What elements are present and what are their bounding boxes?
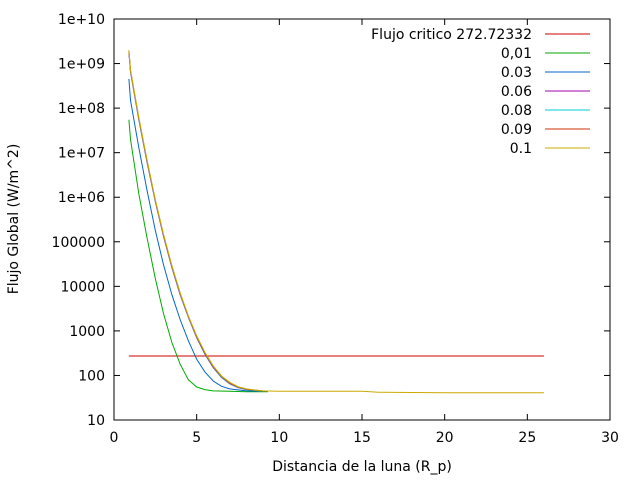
- series-line-6: [128, 50, 544, 394]
- y-tick-label: 1e+08: [58, 101, 105, 117]
- series-lines: [128, 50, 544, 394]
- legend-label: 0.03: [501, 65, 532, 81]
- series-line-4: [128, 51, 263, 392]
- series-line-1: [128, 119, 268, 393]
- plot-frame: [113, 18, 611, 421]
- y-tick-label: 100000: [52, 235, 105, 251]
- y-tick-label: 10000: [60, 279, 105, 295]
- y-tick-label: 1e+06: [58, 190, 105, 206]
- y-tick-label: 10: [87, 413, 105, 429]
- x-axis-ticks: 0 5 10 15 20 25 30: [110, 19, 619, 446]
- y-tick-label: 1e+07: [58, 146, 105, 162]
- legend: Flujo critico 272.72332 0,01 0.03 0.06 0.08 0…: [371, 27, 590, 157]
- legend-label: 0.09: [501, 122, 532, 138]
- series-line-2: [128, 78, 263, 392]
- legend-label: 0.08: [501, 103, 532, 119]
- legend-label: 0.06: [501, 84, 532, 100]
- x-tick-label: 0: [110, 430, 119, 446]
- x-tick-label: 25: [518, 430, 536, 446]
- legend-label: 0.1: [510, 141, 532, 157]
- x-tick-label: 5: [192, 430, 201, 446]
- legend-label: Flujo critico 272.72332: [371, 27, 532, 43]
- y-tick-label: 1e+09: [58, 57, 105, 73]
- legend-label: 0,01: [501, 46, 532, 62]
- x-tick-label: 20: [436, 430, 454, 446]
- x-axis-label: Distancia de la luna (R_p): [272, 459, 452, 475]
- y-axis-ticks: 10 100 1000 10000 100000 1e+06 1e+07 1e+08 1e+09…: [52, 12, 610, 429]
- y-tick-label: 1e+10: [58, 12, 105, 28]
- x-tick-label: 15: [353, 430, 371, 446]
- x-tick-label: 10: [270, 430, 288, 446]
- x-tick-label: 30: [601, 430, 619, 446]
- y-axis-label: Flujo Global (W/m^2): [6, 144, 22, 295]
- series-line-3: [128, 52, 263, 392]
- y-tick-label: 1000: [69, 324, 105, 340]
- y-tick-label: 100: [78, 368, 105, 384]
